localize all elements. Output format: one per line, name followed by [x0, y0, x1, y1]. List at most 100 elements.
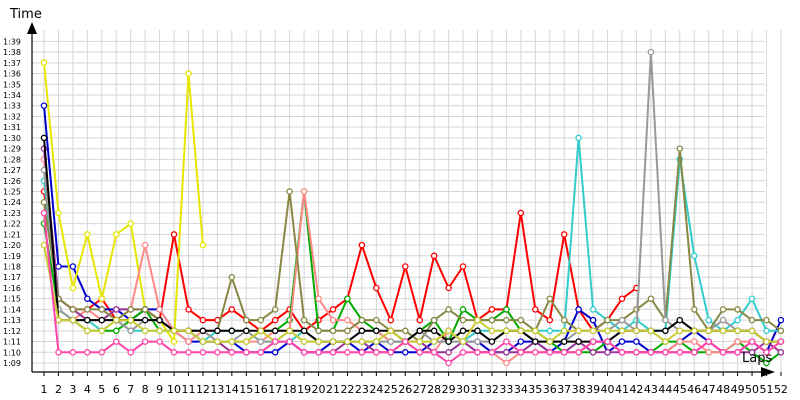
x-tick-label: 5 [98, 383, 105, 396]
data-point [532, 306, 539, 313]
data-point [546, 338, 554, 345]
data-point [300, 188, 308, 195]
data-point [459, 306, 467, 313]
y-tick-label: 1:37 [3, 59, 21, 68]
data-point [170, 231, 178, 238]
data-point [98, 349, 106, 356]
data-point [113, 316, 120, 324]
x-tick-label: 51 [760, 383, 774, 396]
x-tick-label: 6 [113, 383, 120, 396]
data-point [459, 349, 467, 356]
data-point [113, 306, 120, 313]
data-point [329, 316, 337, 324]
x-tick-label: 10 [167, 383, 181, 396]
data-point [113, 231, 120, 238]
data-point [459, 327, 467, 335]
data-point [662, 338, 669, 345]
x-tick-label: 26 [398, 383, 412, 396]
data-point [488, 338, 496, 345]
data-point [618, 316, 626, 324]
data-point [358, 241, 366, 249]
data-point [546, 349, 554, 356]
data-point [517, 349, 525, 356]
data-point [373, 338, 380, 345]
data-point [517, 327, 525, 335]
data-point [589, 338, 597, 345]
data-point [777, 349, 785, 356]
data-point [344, 327, 351, 335]
data-point [315, 327, 322, 335]
x-tick-label: 3 [69, 383, 76, 396]
data-point [662, 316, 669, 324]
data-point [387, 338, 395, 345]
y-tick-label: 1:26 [3, 177, 21, 186]
x-tick-label: 27 [413, 383, 427, 396]
y-tick-label: 1:25 [3, 187, 21, 196]
data-point [575, 338, 582, 345]
data-point [474, 327, 481, 335]
data-point [416, 316, 423, 324]
data-point [170, 327, 178, 335]
data-point [40, 241, 48, 249]
data-point [98, 295, 106, 302]
y-tick-label: 1:15 [3, 295, 21, 304]
y-tick-label: 1:13 [3, 316, 21, 325]
x-tick-label: 16 [254, 383, 268, 396]
data-point [445, 338, 452, 345]
data-point [286, 327, 293, 335]
data-point [618, 349, 626, 356]
data-point [748, 316, 756, 324]
data-point [734, 327, 741, 335]
data-point [691, 252, 698, 260]
data-point [402, 263, 409, 270]
data-point [257, 327, 265, 335]
data-point [214, 327, 221, 335]
data-point [719, 349, 727, 356]
y-tick-label: 1:22 [3, 220, 21, 229]
series-line [43, 51, 781, 343]
y-tick-label: 1:32 [3, 112, 21, 121]
x-tick-label: 48 [716, 383, 730, 396]
y-tick-label: 1:18 [3, 263, 21, 272]
data-point [228, 273, 236, 281]
axes [27, 22, 775, 377]
data-point [459, 338, 467, 345]
y-tick-label: 1:10 [3, 348, 21, 357]
data-point [40, 134, 48, 142]
data-point [402, 349, 409, 356]
data-point [763, 349, 770, 356]
data-point [271, 327, 279, 335]
x-tick-label: 17 [268, 383, 282, 396]
data-point [402, 327, 409, 335]
x-tick-label: 35 [528, 383, 542, 396]
data-point [199, 338, 207, 345]
x-tick-label: 38 [572, 383, 586, 396]
data-point [127, 327, 134, 335]
data-point [84, 295, 91, 302]
data-point [300, 316, 308, 324]
data-point [185, 338, 192, 345]
data-point [647, 295, 655, 302]
data-point [459, 316, 467, 324]
x-tick-label: 29 [442, 383, 456, 396]
data-point [98, 327, 106, 335]
data-point [748, 327, 756, 335]
y-tick-label: 1:11 [3, 338, 21, 347]
data-point [127, 316, 134, 324]
data-point [719, 306, 727, 313]
data-point [84, 327, 91, 335]
x-tick-label: 1 [41, 383, 48, 396]
data-point [416, 349, 423, 356]
data-point [113, 338, 120, 345]
data-point [98, 316, 106, 324]
data-point [532, 327, 539, 335]
data-point [633, 327, 640, 335]
y-tick-label: 1:29 [3, 145, 21, 154]
data-point [748, 349, 756, 356]
x-tick-label: 24 [369, 383, 383, 396]
data-point [705, 338, 712, 345]
data-point [546, 295, 554, 302]
data-point [575, 306, 582, 313]
data-point [416, 338, 423, 345]
data-point [532, 349, 539, 356]
